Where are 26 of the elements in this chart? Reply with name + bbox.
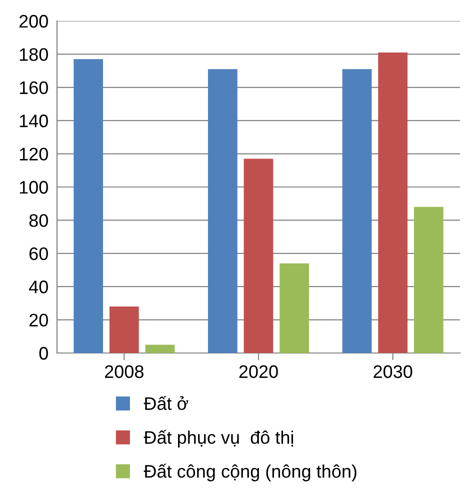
y-tick-label: 40 (29, 280, 48, 294)
y-tick-label: 80 (29, 214, 48, 227)
bar (145, 344, 175, 353)
y-tick-label: 200 (19, 14, 48, 28)
y-tick-label: 160 (20, 81, 48, 94)
y-tick-label: 140 (20, 114, 48, 128)
x-tick-label: 2020 (239, 365, 278, 378)
y-tick-label: 180 (20, 48, 48, 61)
bar (378, 52, 408, 353)
y-tick-label: 60 (30, 247, 48, 260)
bar (208, 69, 238, 353)
x-tick-label: 2008 (104, 365, 144, 378)
legend-label: Đất ở (144, 396, 188, 410)
bar (74, 59, 104, 353)
y-tick-label: 120 (20, 148, 48, 161)
bar (280, 263, 310, 353)
bar (244, 158, 274, 353)
x-tick-label: 2030 (374, 365, 412, 378)
legend-label: Đất phục vụ đô thị (144, 430, 294, 448)
legend-label: Đất công cộng (nông thôn) (144, 464, 356, 482)
bar (414, 206, 444, 353)
bar (109, 306, 139, 353)
bar (342, 69, 372, 353)
y-tick-label: 100 (20, 180, 48, 194)
y-tick-label: 20 (29, 314, 48, 327)
y-tick-label: 0 (39, 346, 48, 360)
